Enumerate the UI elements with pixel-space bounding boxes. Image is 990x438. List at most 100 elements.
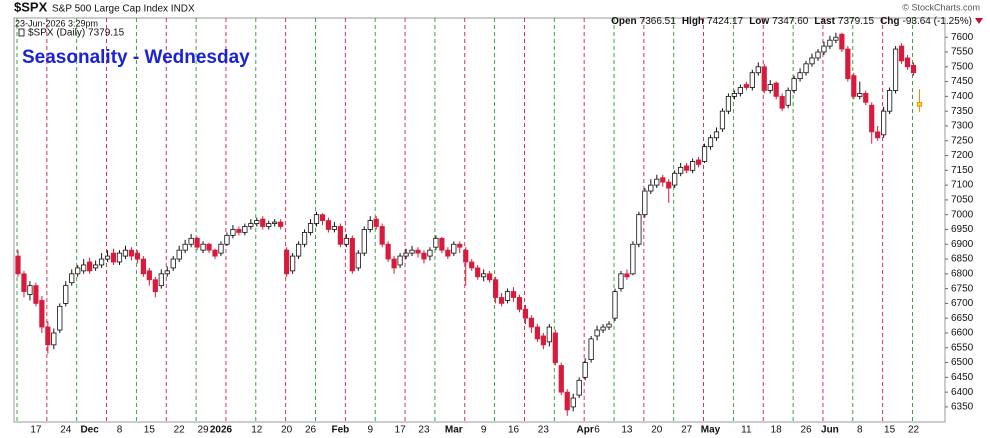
candle-body xyxy=(916,102,923,107)
candle-body xyxy=(445,249,451,257)
candle-body xyxy=(851,75,857,97)
quote-value: -93.64 (-1.25%) xyxy=(903,16,972,27)
candle-body xyxy=(93,264,99,269)
candle-body xyxy=(463,249,469,263)
candle-body xyxy=(361,229,367,254)
chart-title: Seasonality - Wednesday xyxy=(22,47,250,68)
candle-body xyxy=(218,243,224,254)
x-tick-label: 9 xyxy=(367,425,373,436)
candle-body xyxy=(654,178,660,186)
candle-body xyxy=(427,249,433,257)
legend-icon xyxy=(18,28,25,37)
candle-body xyxy=(839,33,845,50)
candle-body xyxy=(206,243,212,251)
datetime: 23-Jun-2026 3:29pm xyxy=(15,18,98,28)
x-tick-label: 24 xyxy=(60,425,72,436)
plot-frame xyxy=(13,17,946,423)
candle-body xyxy=(224,234,230,245)
x-tick-label: Jun xyxy=(821,425,839,436)
candle-body xyxy=(116,252,123,263)
candle-body xyxy=(27,285,33,295)
candle-body xyxy=(600,326,606,331)
candle-body xyxy=(481,273,487,278)
candle-body xyxy=(301,232,308,245)
candle-body xyxy=(290,255,296,272)
symbol-name: S&P 500 Large Cap Index INDX xyxy=(52,4,195,15)
y-tick-label: 7300 xyxy=(951,121,974,132)
candle-body xyxy=(475,267,481,278)
candle-body xyxy=(570,397,576,408)
candle-body xyxy=(492,279,499,298)
candle-body xyxy=(146,270,152,281)
candle-body xyxy=(695,159,702,165)
candle-body xyxy=(719,110,726,130)
candle-body xyxy=(761,66,767,91)
candle-body xyxy=(451,243,457,254)
candle-body xyxy=(278,221,284,227)
candle-body xyxy=(469,261,475,269)
x-tick-label: Apr xyxy=(577,425,594,436)
candle-body xyxy=(833,36,839,41)
quote-value: 7379.15 xyxy=(838,16,875,27)
y-tick-label: 7350 xyxy=(951,106,974,117)
x-tick-label: 20 xyxy=(651,425,663,436)
x-tick-label: 23 xyxy=(538,425,550,436)
candle-body xyxy=(110,252,117,263)
candle-body xyxy=(892,48,899,91)
candle-body xyxy=(869,104,875,133)
candle-body xyxy=(272,221,278,224)
candle-body xyxy=(134,252,140,260)
x-tick-label: 15 xyxy=(144,425,156,436)
candle-body xyxy=(666,181,672,189)
x-tick-label: 17 xyxy=(30,425,42,436)
x-tick-label: 8 xyxy=(857,425,863,436)
x-tick-label: 18 xyxy=(771,425,783,436)
candle-body xyxy=(433,237,439,248)
candle-body xyxy=(546,326,552,343)
x-tick-label: 29 xyxy=(198,425,210,436)
candle-body xyxy=(182,243,188,251)
candle-body xyxy=(707,137,714,148)
candle-body xyxy=(624,273,630,278)
candle-body xyxy=(87,261,93,272)
candle-body xyxy=(815,51,821,59)
quote-label: Open xyxy=(611,16,637,27)
candle-body xyxy=(845,48,851,80)
x-tick-label: 6 xyxy=(594,425,600,436)
candle-body xyxy=(809,57,815,65)
y-tick-label: 6850 xyxy=(951,254,974,265)
candle-body xyxy=(158,273,164,287)
candles xyxy=(15,32,923,416)
y-tick-label: 6400 xyxy=(951,387,974,398)
candle-body xyxy=(690,161,696,171)
candle-body xyxy=(779,95,785,109)
candle-body xyxy=(439,237,445,251)
candle-body xyxy=(69,273,75,284)
candle-body xyxy=(516,297,523,310)
y-tick-label: 6450 xyxy=(951,372,974,383)
x-tick-label: 12 xyxy=(251,425,263,436)
x-tick-label: 27 xyxy=(681,425,693,436)
candle-body xyxy=(791,78,797,91)
candle-body xyxy=(731,93,738,97)
y-tick-label: 6900 xyxy=(951,239,974,250)
candle-body xyxy=(672,172,678,186)
candle-body xyxy=(343,237,349,245)
candle-body xyxy=(176,249,182,260)
y-tick-label: 7450 xyxy=(951,76,974,87)
symbol: $SPX xyxy=(14,0,48,14)
candle-body xyxy=(188,237,194,245)
y-tick-label: 7050 xyxy=(951,195,974,206)
y-tick-label: 7400 xyxy=(951,91,974,102)
candle-body xyxy=(337,226,343,245)
candle-body xyxy=(140,258,146,275)
candle-body xyxy=(564,391,570,411)
y-tick-label: 7150 xyxy=(951,165,974,176)
candle-body xyxy=(821,45,827,53)
quote-value: 7347.60 xyxy=(772,16,809,27)
candle-body xyxy=(397,255,403,266)
candle-body xyxy=(773,82,779,97)
candle-body xyxy=(128,249,135,257)
x-tick-label: Mar xyxy=(445,425,463,436)
candle-body xyxy=(540,335,546,346)
